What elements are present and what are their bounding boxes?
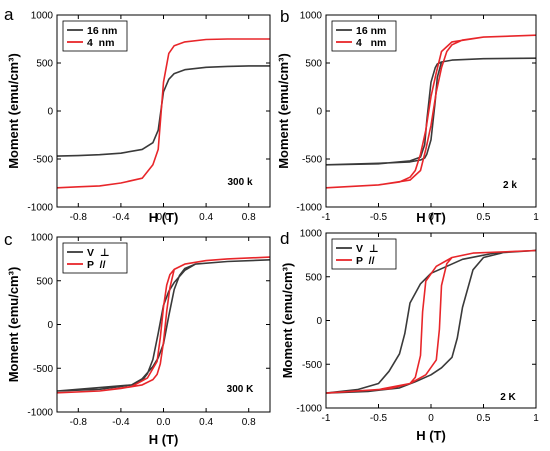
x-tick-label: -0.4 [112, 212, 130, 223]
x-axis-title: H (T) [149, 432, 179, 447]
legend-box [62, 20, 128, 52]
x-tick-label: 0.4 [199, 212, 213, 223]
y-tick-label: 1000 [300, 11, 323, 22]
temperature-annotation: 2 k [503, 180, 517, 191]
legend-label: 4 nm [356, 37, 386, 49]
legend-label: 4 nm [87, 37, 114, 49]
y-axis-title: Moment (emu/cm³) [6, 53, 21, 169]
y-tick-label: -500 [302, 360, 322, 371]
x-tick-label: -1 [322, 212, 331, 223]
legend-box [62, 242, 128, 274]
series-line-red [57, 38, 270, 189]
y-tick-label: 500 [36, 59, 53, 70]
x-tick-label: 0.0 [157, 212, 171, 223]
x-tick-label: 0.8 [242, 417, 256, 428]
x-tick-label: -0.8 [70, 417, 88, 428]
x-axis-title: H (T) [416, 428, 446, 443]
x-tick-label: 0.4 [199, 417, 213, 428]
panel-a: -0.8 -0.4 0.0 0.4 0.8 -1000 -500 0 500 1000 H (T) M… [4, 5, 271, 225]
panel-letter: b [280, 7, 289, 26]
legend-label: P // [356, 255, 375, 267]
y-tick-label: 0 [316, 107, 322, 118]
y-axis-title: Moment (emu/cm³) [276, 53, 291, 169]
x-tick-label: -1 [322, 413, 331, 424]
legend-box [331, 238, 397, 270]
y-tick-label: 0 [47, 107, 53, 118]
temperature-annotation: 300 K [227, 384, 254, 395]
series-line-dark [57, 259, 270, 392]
y-tick-label: -500 [33, 155, 53, 166]
y-axis-title: Moment (emu/cm³) [280, 263, 295, 379]
panel-d: -1 -0.5 0 0.5 1 -1000 -500 0 500 1000 H (T) Moment … [280, 229, 539, 444]
y-tick-label: 500 [305, 272, 322, 283]
y-tick-label: 1000 [300, 229, 323, 240]
x-tick-label: 0 [428, 212, 434, 223]
y-axis-title: Moment (emu/cm³) [6, 267, 21, 383]
series-line-dark [326, 57, 536, 166]
y-tick-label: 500 [36, 276, 53, 287]
y-tick-label: -1000 [27, 408, 53, 419]
legend-label: V ⊥ [87, 247, 109, 259]
legend-label: 16 nm [356, 25, 386, 37]
legend-label: P // [87, 259, 106, 271]
y-tick-label: -500 [33, 364, 53, 375]
temperature-annotation: 300 k [227, 177, 252, 188]
y-tick-label: 0 [47, 320, 53, 331]
x-tick-label: 0.5 [477, 212, 491, 223]
x-tick-label: -0.5 [370, 212, 388, 223]
temperature-annotation: 2 K [500, 392, 516, 403]
y-tick-label: -500 [302, 155, 322, 166]
y-tick-label: 0 [316, 316, 322, 327]
series-line-red [326, 34, 536, 189]
y-tick-label: -1000 [296, 404, 322, 415]
x-axis-title: H (T) [416, 210, 446, 225]
series-line-dark [326, 249, 536, 394]
legend-label: V ⊥ [356, 243, 378, 255]
x-tick-label: 0.5 [477, 413, 491, 424]
legend-box [331, 20, 397, 52]
x-tick-label: 1 [533, 212, 539, 223]
x-tick-label: 0.0 [157, 417, 171, 428]
x-tick-label: -0.4 [112, 417, 130, 428]
panel-letter: a [4, 5, 14, 24]
y-tick-label: -1000 [27, 203, 53, 214]
x-tick-label: -0.5 [370, 413, 388, 424]
x-tick-label: 1 [533, 413, 539, 424]
panel-letter: c [4, 230, 13, 249]
y-tick-label: -1000 [296, 203, 322, 214]
x-tick-label: -0.8 [70, 212, 88, 223]
x-axis-title: H (T) [149, 210, 179, 225]
x-tick-label: 0 [428, 413, 434, 424]
y-tick-label: 1000 [31, 233, 54, 244]
y-tick-label: 1000 [31, 11, 54, 22]
panel-c: -0.8 -0.4 0.0 0.4 0.8 -1000 -500 0 500 1000 H (T) M… [4, 230, 271, 447]
series-line-red [326, 249, 536, 394]
y-tick-label: 500 [305, 59, 322, 70]
panel-b: -1 -0.5 0 0.5 1 -1000 -500 0 500 1000 H (T) Moment … [276, 7, 539, 225]
panel-letter: d [280, 229, 289, 248]
x-tick-label: 0.8 [242, 212, 256, 223]
series-line-red [57, 256, 270, 394]
legend-label: 16 nm [87, 25, 117, 37]
